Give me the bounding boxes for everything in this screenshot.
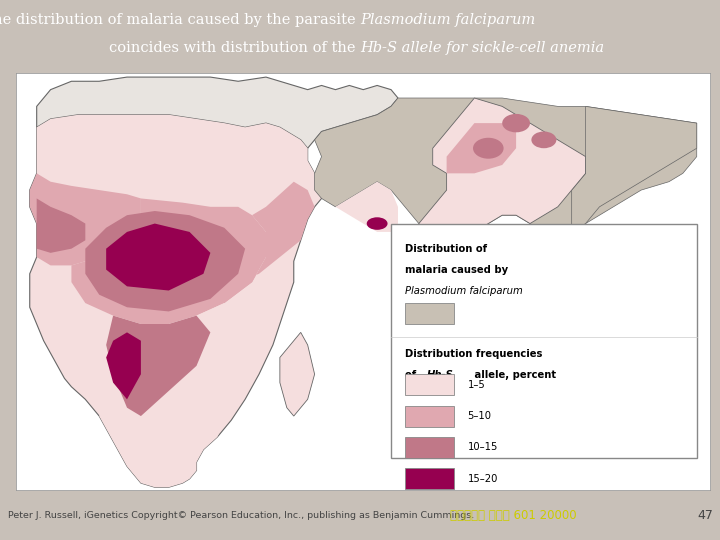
Ellipse shape [531,131,557,148]
Text: Hb-S: Hb-S [427,370,454,380]
Text: coincides with distribution of the: coincides with distribution of the [109,41,360,55]
Polygon shape [85,211,245,312]
Text: of: of [405,370,420,380]
Bar [405,374,454,395]
Polygon shape [280,332,315,416]
Text: 1–5: 1–5 [467,380,485,390]
Polygon shape [37,114,322,207]
Text: -S allele for sickle-cell anemia: -S allele for sickle-cell anemia [382,41,604,55]
Polygon shape [99,303,245,487]
Text: malaria caused by: malaria caused by [405,265,508,275]
Text: 47: 47 [697,509,713,522]
Polygon shape [419,98,585,248]
Polygon shape [37,77,398,148]
Bar [405,468,454,489]
Text: Fig. 22.22  The distribution of malaria caused by the parasite: Fig. 22.22 The distribution of malaria c… [0,13,360,27]
Ellipse shape [366,217,387,230]
Ellipse shape [503,114,530,132]
Ellipse shape [473,138,503,159]
Text: Hb: Hb [360,41,382,55]
Bar [405,437,454,458]
Text: 10–15: 10–15 [467,442,498,453]
Polygon shape [315,98,697,248]
Polygon shape [30,173,141,265]
Bar [391,224,697,458]
Text: allele, percent: allele, percent [471,370,556,380]
Bar [405,303,454,324]
Ellipse shape [148,261,161,270]
Polygon shape [71,198,266,324]
Ellipse shape [132,242,149,255]
Polygon shape [336,181,398,232]
Polygon shape [106,332,141,399]
Polygon shape [446,123,516,173]
Text: 15–20: 15–20 [467,474,498,484]
Bar [405,406,454,427]
Text: Plasmodium falciparum: Plasmodium falciparum [360,13,535,27]
Text: Distribution frequencies: Distribution frequencies [405,349,542,359]
Polygon shape [30,114,328,487]
Text: 台大農藝系 遺傳學 601 20000: 台大農藝系 遺傳學 601 20000 [450,509,577,522]
Ellipse shape [141,273,155,283]
Text: Plasmodium falciparum: Plasmodium falciparum [405,286,523,296]
Polygon shape [106,315,210,416]
Polygon shape [37,198,85,253]
Text: Distribution of: Distribution of [405,245,487,254]
Polygon shape [572,106,697,232]
Text: Peter J. Russell, iGenetics Copyright© Pearson Education, Inc., publishing as Be: Peter J. Russell, iGenetics Copyright© P… [8,511,474,520]
Text: 5–10: 5–10 [467,411,492,421]
Polygon shape [210,181,315,303]
Polygon shape [106,224,210,291]
